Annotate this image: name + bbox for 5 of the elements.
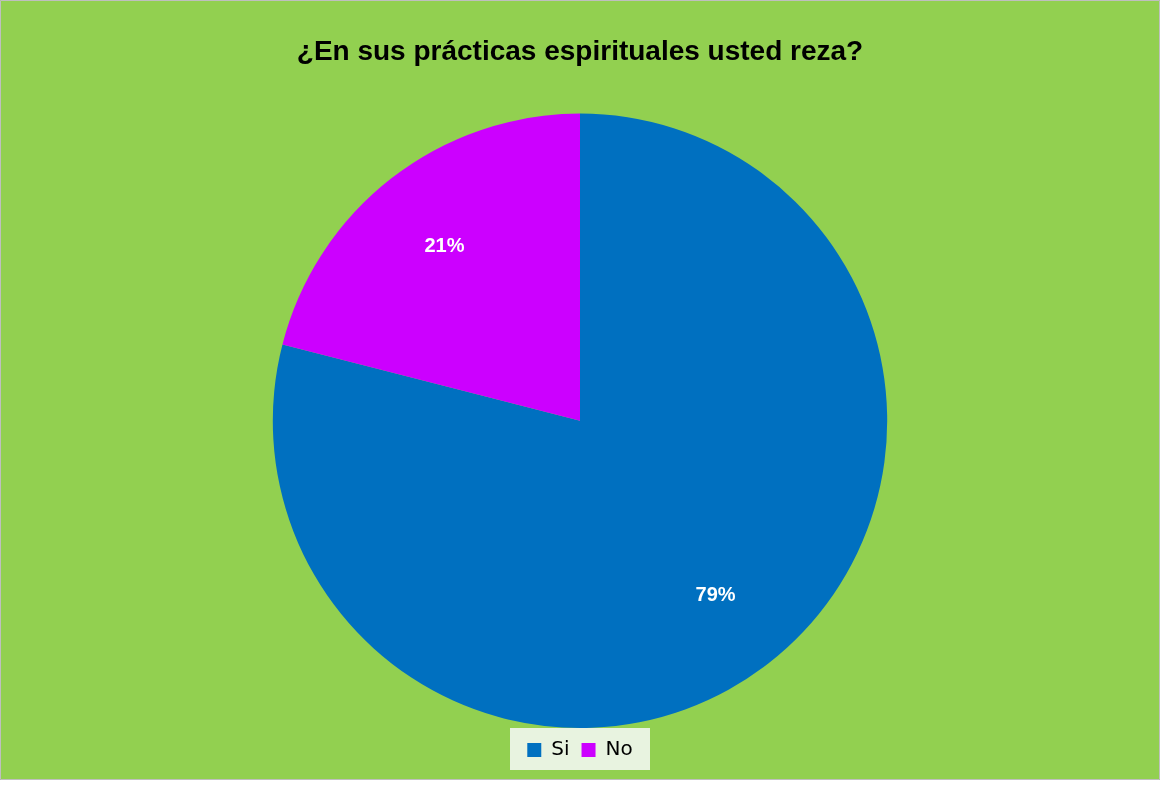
chart-title: ¿En sus prácticas espirituales usted reza? bbox=[296, 34, 864, 66]
legend-label: No bbox=[605, 736, 633, 761]
data-label: 21% bbox=[424, 233, 465, 256]
legend-label: Si bbox=[551, 736, 570, 761]
data-label: 79% bbox=[695, 583, 736, 606]
